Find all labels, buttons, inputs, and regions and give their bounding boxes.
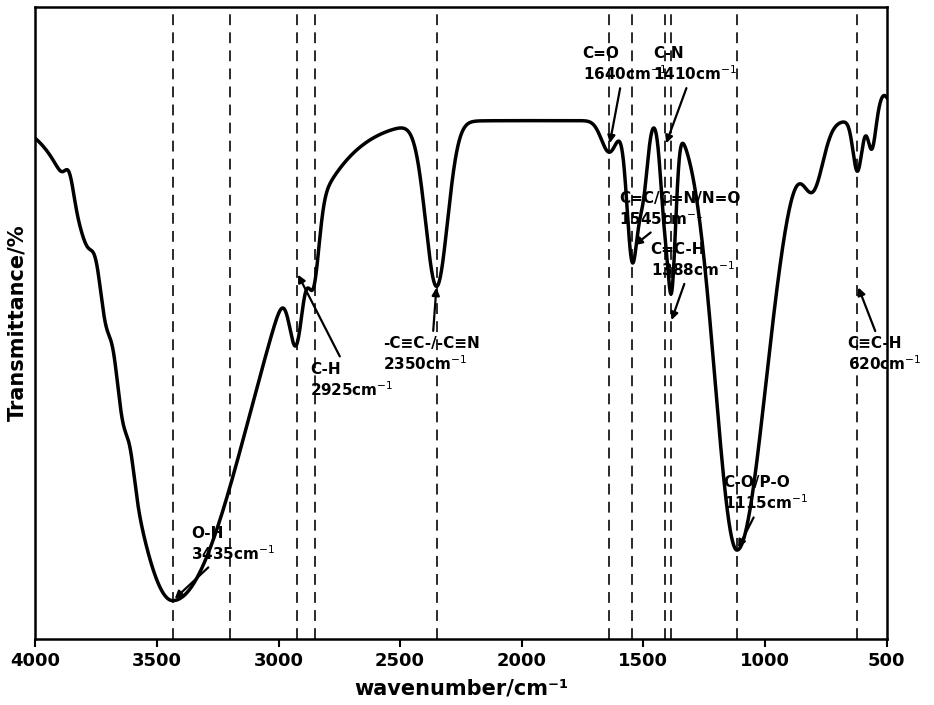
Text: C-N
1410cm$^{-1}$: C-N 1410cm$^{-1}$ [653, 46, 737, 141]
Text: C=C-H
1388cm$^{-1}$: C=C-H 1388cm$^{-1}$ [651, 242, 735, 318]
Text: C-H
2925cm$^{-1}$: C-H 2925cm$^{-1}$ [299, 277, 394, 398]
Text: C-O/P-O
1115cm$^{-1}$: C-O/P-O 1115cm$^{-1}$ [724, 475, 808, 546]
Text: C=C/C=N/N=O
1545cm$^{-1}$: C=C/C=N/N=O 1545cm$^{-1}$ [619, 191, 741, 244]
Text: O-H
3435cm$^{-1}$: O-H 3435cm$^{-1}$ [177, 526, 276, 597]
Text: C≡C-H
620cm$^{-1}$: C≡C-H 620cm$^{-1}$ [848, 290, 921, 373]
Text: -C≡C-/-C≡N
2350cm$^{-1}$: -C≡C-/-C≡N 2350cm$^{-1}$ [383, 290, 480, 373]
X-axis label: wavenumber/cm⁻¹: wavenumber/cm⁻¹ [354, 678, 568, 698]
Text: C=O
1640cm$^{-1}$: C=O 1640cm$^{-1}$ [583, 46, 667, 141]
Y-axis label: Transmittance/%: Transmittance/% [7, 224, 27, 421]
